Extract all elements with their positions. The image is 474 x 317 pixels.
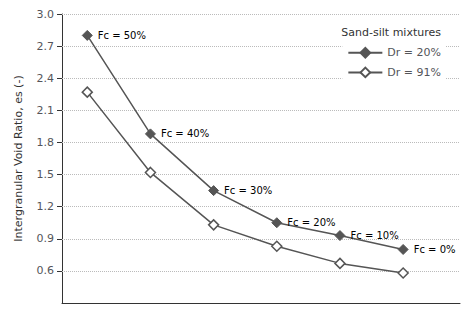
svg-text:Intergranular Void Ratio, es (: Intergranular Void Ratio, es (-): [12, 75, 25, 241]
svg-text:Fc = 40%: Fc = 40%: [161, 128, 209, 139]
svg-text:Sand-silt mixtures: Sand-silt mixtures: [341, 26, 441, 39]
svg-text:3.0: 3.0: [37, 8, 55, 21]
svg-text:Fc = 0%: Fc = 0%: [414, 244, 456, 255]
svg-text:Fc = 10%: Fc = 10%: [350, 230, 398, 241]
svg-text:2.7: 2.7: [37, 40, 55, 53]
svg-text:2.4: 2.4: [37, 72, 55, 85]
svg-text:1.8: 1.8: [37, 136, 55, 149]
svg-text:1.5: 1.5: [37, 168, 55, 181]
svg-text:2.1: 2.1: [37, 104, 55, 117]
svg-text:Fc = 30%: Fc = 30%: [224, 185, 272, 196]
svg-text:0.9: 0.9: [37, 232, 55, 245]
svg-text:0.6: 0.6: [37, 264, 55, 277]
svg-text:Dr = 91%: Dr = 91%: [387, 66, 441, 79]
svg-text:1.2: 1.2: [37, 200, 55, 213]
svg-text:Fc = 20%: Fc = 20%: [287, 217, 335, 228]
svg-text:Fc = 50%: Fc = 50%: [98, 30, 146, 41]
svg-text:Dr = 20%: Dr = 20%: [387, 46, 441, 59]
